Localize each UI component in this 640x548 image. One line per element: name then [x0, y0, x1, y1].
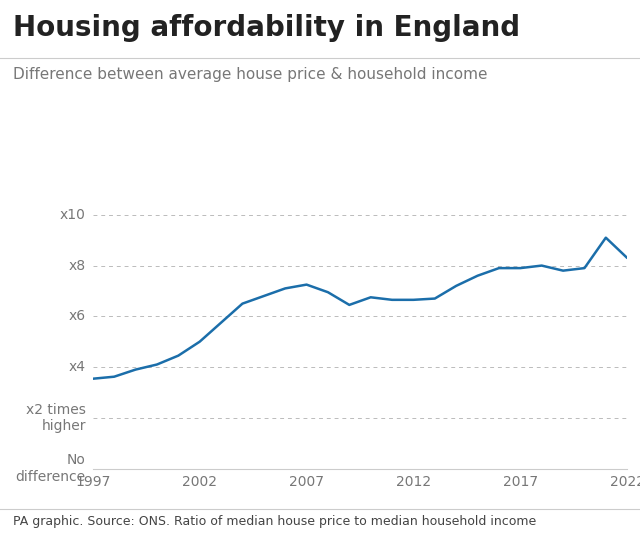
Text: PA graphic. Source: ONS. Ratio of median house price to median household income: PA graphic. Source: ONS. Ratio of median… [13, 515, 536, 528]
Text: Housing affordability in England: Housing affordability in England [13, 14, 520, 42]
Text: Difference between average house price & household income: Difference between average house price &… [13, 67, 487, 82]
